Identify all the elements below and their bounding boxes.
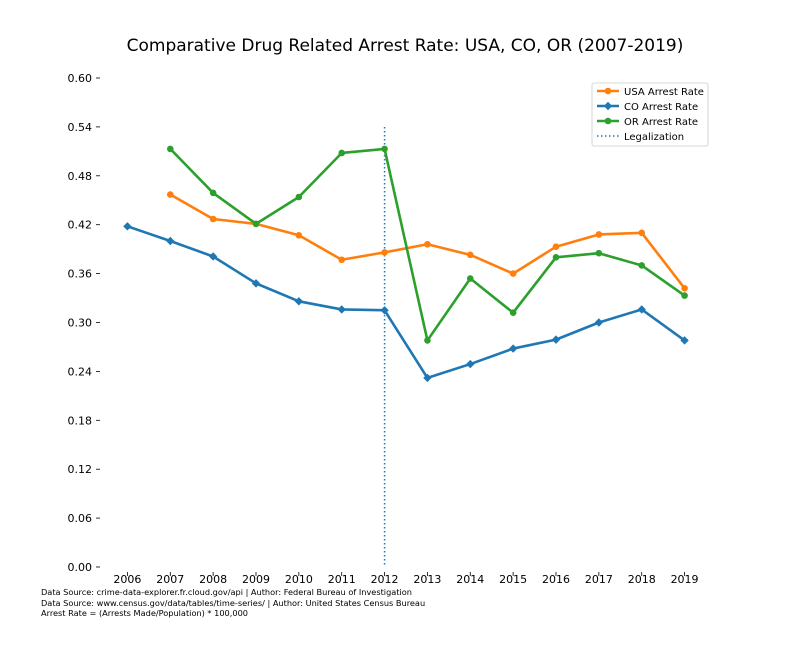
data-point — [466, 359, 475, 369]
data-point — [680, 336, 689, 345]
legend-label: OR Arrest Rate — [624, 117, 698, 128]
data-point — [424, 337, 431, 344]
legend-box — [591, 82, 709, 147]
x-tick-label: 2019 — [671, 573, 699, 586]
data-point — [251, 279, 261, 288]
data-point — [208, 252, 218, 261]
data-point — [337, 305, 346, 314]
x-tick-label: 2015 — [499, 573, 527, 586]
footnote-source-fbi: Data Source: crime-data-explorer.fr.clou… — [41, 587, 412, 597]
data-point — [295, 231, 303, 239]
data-point — [681, 284, 688, 292]
data-point — [166, 191, 174, 198]
y-tick-label: 0.54 — [68, 121, 93, 134]
data-point — [466, 251, 474, 259]
data-point — [637, 305, 646, 314]
x-tick-label: 2013 — [413, 573, 441, 586]
x-tick-label: 2012 — [371, 573, 399, 586]
data-point — [166, 236, 175, 246]
data-point — [380, 306, 389, 315]
y-tick-label: 0.60 — [68, 72, 93, 85]
data-point — [123, 222, 132, 231]
data-point — [209, 189, 217, 197]
data-point — [638, 262, 646, 269]
data-point — [509, 270, 517, 277]
y-axis: 0.00 0.06 0.12 0.18 0.24 0.30 0.36 0.42 0.48 0.54… — [68, 72, 100, 574]
data-point — [595, 231, 603, 238]
legend-marker — [604, 117, 612, 125]
data-point — [466, 275, 474, 282]
x-tick-label: 2008 — [199, 573, 227, 586]
x-tick-label: 2014 — [456, 573, 484, 586]
y-tick-label: 0.48 — [68, 170, 93, 183]
footnote-formula: Arrest Rate = (Arrests Made/Population) … — [41, 608, 248, 618]
data-point — [681, 292, 688, 299]
y-tick-label: 0.18 — [68, 414, 93, 427]
y-tick-label: 0.24 — [68, 365, 93, 378]
y-tick-label: 0.36 — [68, 268, 93, 281]
data-point — [294, 297, 304, 306]
data-point — [338, 256, 346, 264]
legend-marker — [604, 87, 612, 95]
data-point — [509, 309, 517, 317]
data-point — [252, 220, 260, 228]
y-tick-label: 0.12 — [68, 463, 93, 476]
legend-label: Legalization — [624, 132, 684, 143]
data-point — [209, 215, 217, 223]
data-point — [552, 243, 560, 251]
data-point — [595, 249, 603, 257]
x-tick-label: 2010 — [285, 573, 313, 586]
x-tick-label: 2017 — [585, 573, 613, 586]
y-tick-label: 0.30 — [68, 317, 93, 330]
data-point — [423, 373, 432, 383]
data-point — [552, 253, 560, 261]
x-tick-label: 2009 — [242, 573, 270, 586]
data-point — [381, 249, 388, 256]
data-point — [166, 145, 174, 153]
data-point — [381, 145, 388, 153]
legend-label: CO Arrest Rate — [624, 102, 698, 113]
series-co-arrest-rate — [123, 222, 689, 383]
x-tick-label: 2018 — [628, 573, 656, 586]
series-line — [127, 225, 686, 380]
y-tick-label: 0.42 — [68, 219, 93, 232]
data-point — [424, 240, 431, 248]
x-tick-label: 2016 — [542, 573, 570, 586]
y-tick-label: 0.00 — [68, 561, 93, 574]
y-tick-label: 0.06 — [68, 512, 93, 525]
x-tick-label: 2006 — [113, 573, 141, 586]
legend: USA Arrest Rate CO Arrest Rate OR Arrest R… — [591, 82, 709, 147]
data-point — [508, 344, 518, 353]
footnote-source-census: Data Source: www.census.gov/data/tables/… — [41, 598, 426, 608]
series-or-arrest-rate — [166, 145, 688, 344]
data-point — [295, 193, 303, 201]
series-layer — [123, 145, 689, 383]
x-axis: 2006 2007 2008 2009 2010 2011 2012 2013 2014 2015… — [113, 572, 699, 586]
chart-title: Comparative Drug Related Arrest Rate: US… — [127, 36, 684, 56]
data-point — [338, 149, 346, 157]
x-tick-label: 2007 — [156, 573, 184, 586]
legend-label: USA Arrest Rate — [624, 87, 704, 98]
data-point — [551, 335, 561, 344]
x-tick-label: 2011 — [328, 573, 356, 586]
legend-marker — [603, 101, 613, 111]
data-point — [594, 318, 604, 327]
data-point — [638, 229, 646, 237]
